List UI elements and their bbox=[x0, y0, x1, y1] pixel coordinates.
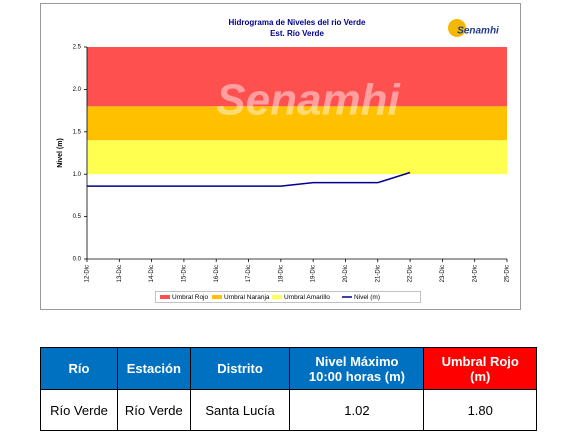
table-cell: Río Verde bbox=[117, 389, 191, 431]
summary-table: Río Estación Distrito Nivel Máximo 10:00 ho… bbox=[39, 347, 537, 431]
header-cell: Río bbox=[39, 347, 119, 390]
header-cell: Umbral Rojo (m) bbox=[423, 347, 537, 390]
y-tick-label: 2.5 bbox=[73, 45, 82, 51]
header-cell: Nivel Máximo 10:00 horas (m) bbox=[289, 347, 425, 390]
table-cell: 1.80 bbox=[423, 389, 537, 431]
legend-label: Nivel (m) bbox=[354, 294, 380, 301]
table-cell: Río Verde bbox=[39, 389, 119, 431]
table-header: Río Estación Distrito Nivel Máximo 10:00 ho… bbox=[39, 347, 537, 390]
y-tick-label: 2.0 bbox=[73, 87, 82, 93]
chart-subtitle: Est. Río Verde bbox=[270, 29, 324, 38]
logo-sun bbox=[448, 19, 466, 37]
legend-label: Umbral Amarillo bbox=[284, 294, 330, 301]
y-tick-label: 1.0 bbox=[73, 172, 82, 178]
chart: Hidrograma de Niveles del rio Verde Est.… bbox=[40, 3, 521, 310]
logo: Senamhi bbox=[457, 26, 499, 37]
watermark: Senamhi bbox=[216, 76, 400, 125]
legend-box bbox=[155, 291, 421, 303]
table-cell: Santa Lucía bbox=[189, 389, 291, 431]
x-tick-label: 24-Dic bbox=[472, 265, 478, 282]
x-tick-label: 18-Dic bbox=[278, 265, 284, 282]
x-tick-label: 17-Dic bbox=[246, 265, 252, 282]
chart-title: Hidrograma de Niveles del rio Verde bbox=[229, 18, 366, 27]
legend-label: Umbral Naranja bbox=[224, 294, 270, 301]
table-row: Río Verde Río Verde Santa Lucía 1.02 1.80 bbox=[39, 389, 537, 431]
legend-swatch bbox=[272, 295, 282, 299]
x-tick-label: 15-Dic bbox=[182, 265, 188, 282]
threshold-band bbox=[87, 106, 507, 141]
x-tick-label: 16-Dic bbox=[214, 265, 220, 282]
x-tick-label: 19-Dic bbox=[311, 265, 317, 282]
x-tick-label: 21-Dic bbox=[375, 265, 381, 282]
y-tick-label: 0.0 bbox=[73, 257, 82, 263]
x-tick-label: 23-Dic bbox=[440, 265, 446, 282]
threshold-band bbox=[87, 47, 507, 107]
header-cell: Distrito bbox=[189, 347, 291, 390]
header-cell: Estación bbox=[117, 347, 191, 390]
y-axis-label: Nivel (m) bbox=[57, 138, 64, 168]
x-tick-label: 22-Dic bbox=[408, 265, 414, 282]
x-tick-label: 14-Dic bbox=[149, 265, 155, 282]
table-cell: 1.02 bbox=[289, 389, 425, 431]
x-tick-label: 25-Dic bbox=[505, 265, 511, 282]
x-tick-label: 20-Dic bbox=[343, 265, 349, 282]
y-tick-label: 1.5 bbox=[73, 129, 82, 135]
legend-swatch bbox=[160, 295, 170, 299]
legend-label: Umbral Rojo bbox=[172, 294, 209, 301]
level-line bbox=[87, 171, 411, 187]
y-tick-label: 0.5 bbox=[73, 214, 82, 220]
threshold-band bbox=[87, 140, 507, 175]
x-tick-label: 13-Dic bbox=[117, 265, 123, 282]
x-tick-label: 12-Dic bbox=[85, 265, 91, 282]
legend-swatch bbox=[212, 295, 222, 299]
